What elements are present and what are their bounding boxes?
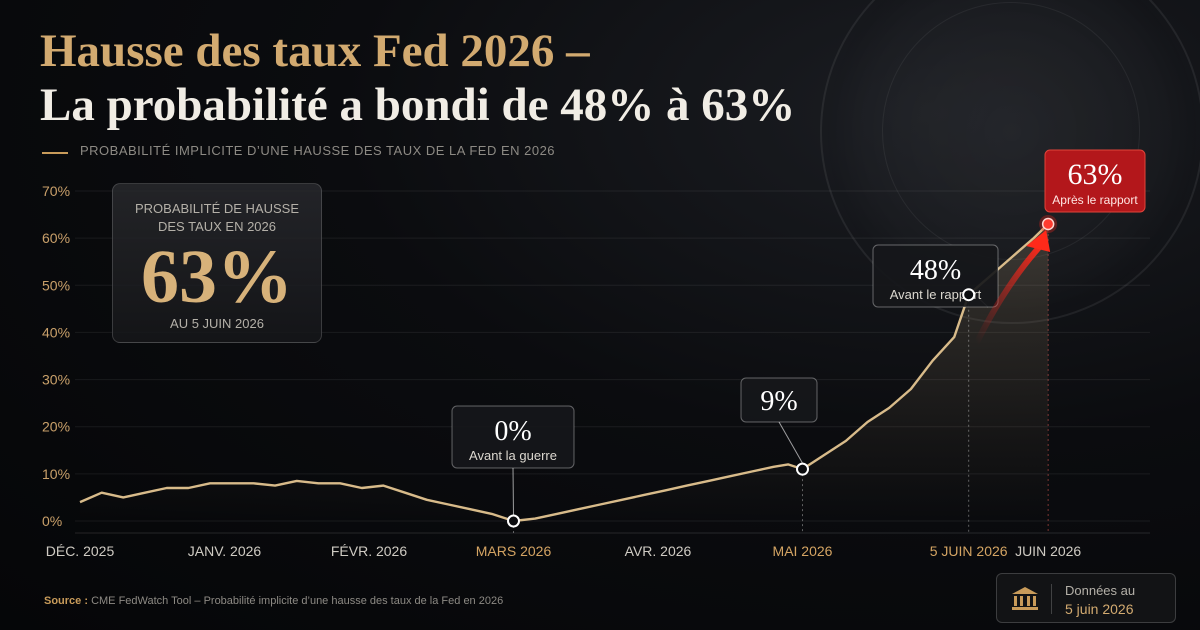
annotation-pointer: [778, 421, 803, 464]
x-tick-label: MAI 2026: [773, 543, 833, 559]
x-tick-label: FÉVR. 2026: [331, 543, 407, 559]
data-date-box: Données au 5 juin 2026: [996, 573, 1176, 623]
x-tick-label: JANV. 2026: [188, 543, 262, 559]
data-box-line2: 5 juin 2026: [1065, 601, 1134, 617]
x-tick-label: 5 JUIN 2026: [930, 543, 1008, 559]
y-tick-label: 40%: [42, 324, 70, 340]
source-note: Source : CME FedWatch Tool – Probabilité…: [44, 595, 503, 607]
kpi-label: PROBABILITÉ DE HAUSSE DES TAUX EN 2026: [135, 201, 299, 234]
x-tick-label: AVR. 2026: [625, 543, 692, 559]
subtitle-divider: [42, 152, 68, 154]
y-tick-label: 10%: [42, 466, 70, 482]
annotation-value: 9%: [760, 386, 797, 417]
annotation-label: Après le rapport: [1052, 193, 1138, 207]
page-title-line2: La probabilité a bondi de 48% à 63%: [40, 79, 796, 131]
annotation-value: 0%: [494, 416, 531, 447]
annotation-label: Avant la guerre: [469, 448, 557, 463]
data-box-separator: [1051, 584, 1052, 614]
trend-arrow: [973, 241, 1046, 346]
y-tick-label: 30%: [42, 372, 70, 388]
y-tick-label: 0%: [42, 513, 62, 529]
y-tick-label: 70%: [42, 183, 70, 199]
y-tick-label: 50%: [42, 277, 70, 293]
annotation-box: [451, 405, 575, 469]
kpi-value: 63%: [141, 235, 293, 319]
bank-icon: [1012, 587, 1038, 610]
kpi-card: PROBABILITÉ DE HAUSSE DES TAUX EN 2026 6…: [112, 183, 322, 343]
data-point: [507, 514, 520, 528]
annotation-label: Avant le rapport: [890, 287, 982, 302]
y-tick-label: 20%: [42, 419, 70, 435]
data-point: [1041, 217, 1055, 231]
data-box-line1: Données au: [1065, 583, 1136, 598]
kpi-date: AU 5 JUIN 2026: [170, 316, 264, 331]
source-text: CME FedWatch Tool – Probabilité implicit…: [91, 595, 504, 607]
y-tick-label: 60%: [42, 230, 70, 246]
series-area: [80, 224, 1049, 521]
x-tick-label: JUIN 2026: [1015, 543, 1081, 559]
annotation-value: 48%: [910, 255, 961, 286]
annotation-value: 63%: [1068, 158, 1123, 191]
annotation-box: [1044, 149, 1146, 213]
data-point: [962, 288, 976, 302]
page-title-line1: Hausse des taux Fed 2026 –: [40, 25, 590, 77]
data-point: [796, 462, 809, 476]
chart-subtitle: PROBABILITÉ IMPLICITE D’UNE HAUSSE DES T…: [80, 143, 556, 158]
series-line: [79, 223, 1050, 523]
trend-arrow-head: [1026, 230, 1051, 252]
source-prefix: Source :: [44, 595, 89, 607]
x-tick-label: MARS 2026: [476, 543, 552, 559]
x-tick-label: DÉC. 2025: [46, 543, 115, 559]
annotation-pointer: [512, 467, 514, 516]
annotation-box: [740, 377, 818, 423]
